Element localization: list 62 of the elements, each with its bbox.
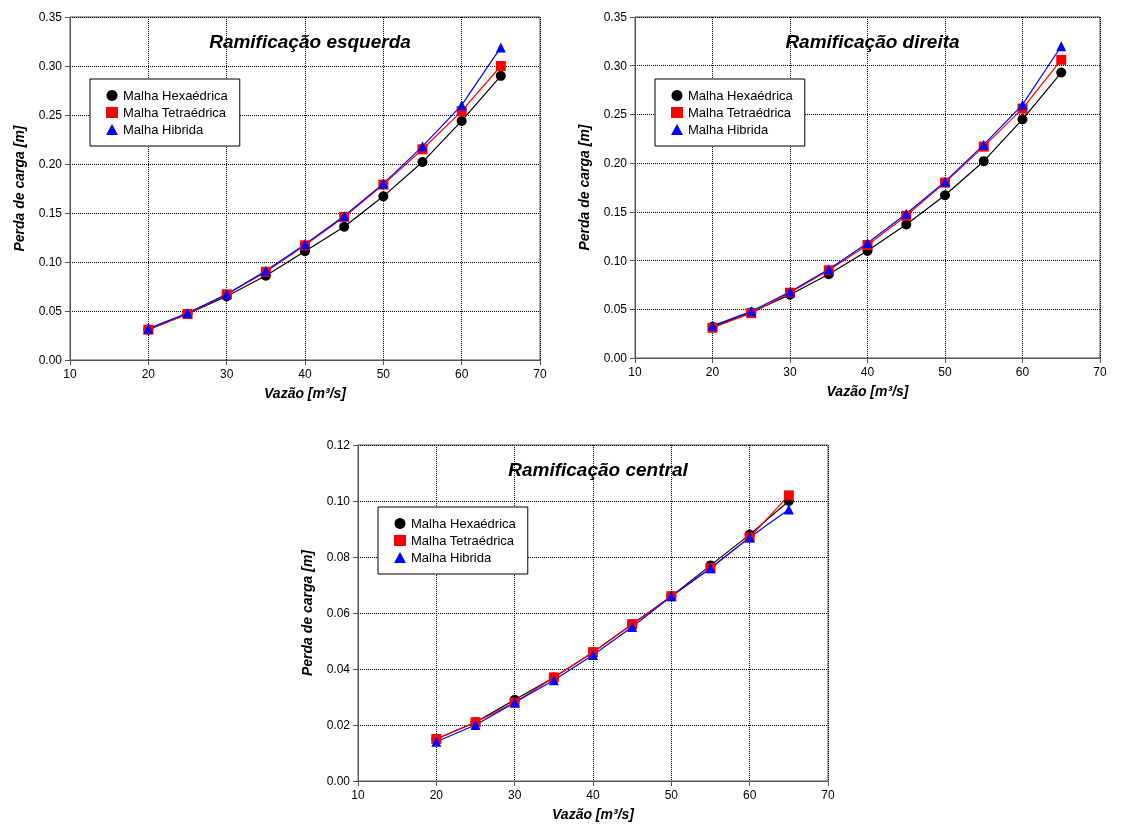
x-tick-label: 30 [219,367,234,381]
y-tick-label: 0.00 [326,774,351,788]
x-tick-label: 60 [454,367,469,381]
y-tick-label: 0.30 [38,59,63,73]
text: Ramificação esquerda [209,31,412,52]
y-tick-label: 0.12 [326,438,351,452]
y-tick-label: 0.25 [603,107,628,122]
y-tick-label: 0.10 [38,255,63,269]
y-tick-label: 0.06 [326,606,351,620]
y-tick-label: 0.00 [38,353,63,367]
y-tick-label: 0.10 [603,253,628,268]
y-tick-label: 0.35 [603,10,628,24]
y-tick-label: 0.30 [603,58,628,73]
y-tick-label: 0.25 [38,108,63,122]
x-tick-label: 70 [1093,365,1107,379]
legend-label: Malha Hexaédrica [123,88,229,103]
x-tick-label: 40 [298,367,312,381]
y-tick-label: 0.08 [326,550,351,564]
x-tick-label: 10 [628,365,642,379]
y-tick-label: 0.35 [38,10,63,24]
legend-label: Malha Tetraédrica [411,533,515,548]
x-tick-label: 20 [705,365,720,379]
x-tick-label: 60 [742,788,757,802]
x-axis-title: Vazão [m³/s] [552,806,636,822]
y-tick-label: 0.10 [326,494,351,508]
y-tick-label: 0.05 [38,304,63,318]
x-tick-label: 50 [376,367,391,381]
y-axis-title: Perda de carga [m] [576,123,592,251]
x-tick-label: 70 [533,367,547,381]
x-tick-label: 20 [141,367,156,381]
x-tick-label: 10 [63,367,77,381]
x-tick-label: 40 [860,365,875,379]
y-tick-label: 0.15 [603,204,628,219]
x-tick-label: 30 [783,365,797,379]
y-tick-label: 0.15 [38,206,63,220]
y-tick-label: 0.05 [603,302,628,317]
x-axis-title: Vazão [m³/s] [264,385,348,401]
x-tick-label: 60 [1015,365,1030,379]
text: Ramificação central [508,459,689,480]
x-tick-label: 50 [664,788,679,802]
x-tick-label: 20 [429,788,444,802]
y-tick-label: 0.20 [38,157,63,171]
y-tick-label: 0.02 [326,718,351,732]
y-tick-label: 0.04 [326,662,351,676]
legend-label: Malha Tetraédrica [123,105,227,120]
legend-label: Malha Hibrida [411,550,492,565]
legend-label: Malha Hexaédrica [411,516,517,531]
y-tick-label: 0.00 [603,351,628,365]
y-tick-label: 0.20 [603,156,628,171]
legend-label: Malha Hibrida [123,122,204,137]
x-tick-label: 40 [586,788,600,802]
x-tick-label: 10 [351,788,365,802]
x-tick-label: 70 [821,788,835,802]
x-tick-label: 30 [507,788,522,802]
legend-label: Malha Tetraédrica [688,105,792,120]
y-axis-title: Perda de carga [m] [299,548,315,677]
x-tick-label: 50 [938,365,952,379]
y-axis-title: Perda de carga [m] [11,124,27,252]
text: Ramificação direita [785,31,961,52]
x-axis-title: Vazão [m³/s] [826,383,910,399]
legend-label: Malha Hibrida [688,122,769,137]
legend-label: Malha Hexaédrica [688,88,794,103]
